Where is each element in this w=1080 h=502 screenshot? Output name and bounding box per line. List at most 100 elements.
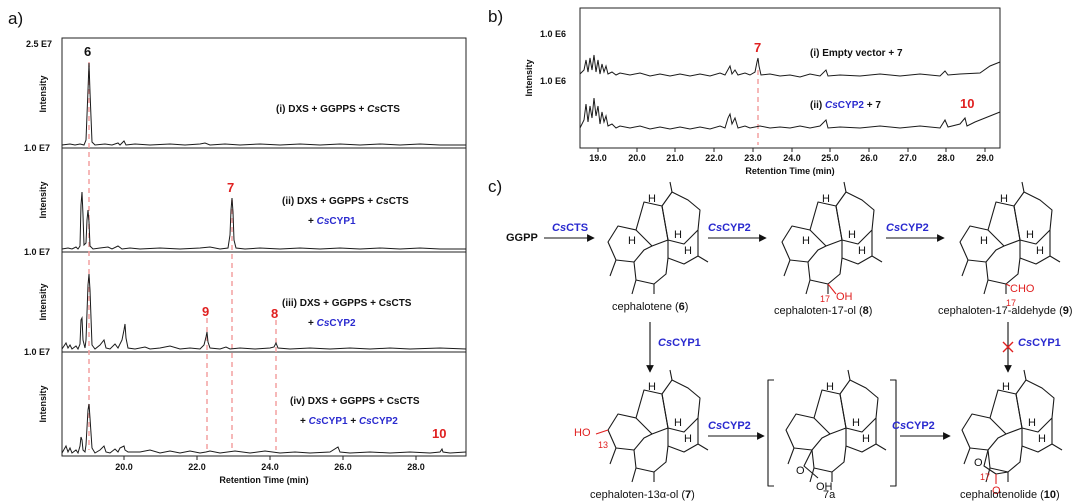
peak-label-7: 7	[227, 180, 234, 195]
svg-text:H: H	[858, 245, 866, 257]
panel-a-y-label: Intensity	[38, 181, 48, 218]
enzyme-cyp1-b: CsCYP1	[1018, 337, 1061, 349]
panel-a-scale: 1.0 E7	[24, 247, 50, 257]
trace-label-i: (i) DXS + GGPPS + CsCTS	[276, 104, 400, 115]
svg-text:17: 17	[1006, 298, 1016, 308]
trace-i	[61, 62, 466, 146]
trace-b-ii	[579, 97, 1001, 130]
x-tick-label-b: 25.0	[821, 153, 839, 163]
svg-text:H: H	[674, 229, 682, 241]
peak-label-6: 6	[84, 44, 91, 59]
svg-text:H: H	[684, 433, 692, 445]
svg-text:H: H	[628, 235, 636, 247]
x-tick-label-b: 20.0	[628, 153, 646, 163]
trace-label-iv: (iv) DXS + GGPPS + CsCTS	[290, 396, 420, 407]
structure-7: H H H HO 13	[574, 369, 709, 483]
svg-text:H: H	[648, 193, 656, 205]
trace-b-label-ii: (ii) CsCYP2 + 7	[810, 100, 881, 111]
structure-8: H H H H 17 OH	[781, 181, 883, 304]
panel-b-chromatograms: 1.0 E6 1.0 E6 Intensity 7 10 (i) Empty v…	[524, 7, 1001, 176]
compound-name-7a: 7a	[823, 489, 836, 501]
panel-b-y-label: Intensity	[524, 59, 534, 96]
panel-a-x-ticks	[123, 456, 417, 460]
svg-text:CHO: CHO	[1010, 283, 1035, 295]
svg-text:OH: OH	[816, 481, 833, 493]
svg-text:H: H	[852, 417, 860, 429]
panel-b-label: b)	[488, 7, 503, 26]
ggpp-label: GGPP	[506, 232, 538, 244]
trace-label-ii: (ii) DXS + GGPPS + CsCTS	[282, 196, 409, 207]
peak-label-8: 8	[271, 306, 278, 321]
svg-text:H: H	[1036, 245, 1044, 257]
x-tick-label: 22.0	[188, 462, 206, 472]
structure-7a: H H H O OH	[785, 369, 887, 493]
x-tick-label: 28.0	[407, 462, 425, 472]
svg-text:H: H	[862, 433, 870, 445]
structure-6: H H H H	[607, 181, 709, 295]
svg-text:H: H	[980, 235, 988, 247]
trace-label-ii-line2: + CsCYP1	[308, 216, 356, 227]
svg-text:17: 17	[980, 472, 990, 482]
svg-text:H: H	[684, 245, 692, 257]
peak-label-10b: 10	[960, 96, 974, 111]
panel-b-x-ticks	[597, 148, 986, 152]
panel-a-label: a)	[8, 9, 23, 28]
x-tick-label-b: 27.0	[899, 153, 917, 163]
panel-b-frame	[579, 7, 1001, 149]
svg-text:H: H	[802, 235, 810, 247]
compound-name-10: cephalotenolide (10)	[960, 489, 1060, 501]
compound-name-9: cephaloten-17-aldehyde (9)	[938, 305, 1073, 317]
svg-text:O: O	[796, 465, 805, 477]
x-tick-label: 24.0	[261, 462, 279, 472]
enzyme-cyp2-b: CsCYP2	[886, 222, 929, 234]
x-tick-label-b: 29.0	[976, 153, 994, 163]
panel-b-scale: 1.0 E6	[540, 76, 566, 86]
enzyme-cts: CsCTS	[552, 222, 588, 234]
trace-label-iv-line2: + CsCYP1 + CsCYP2	[300, 416, 398, 427]
x-tick-label: 26.0	[334, 462, 352, 472]
panel-b-x-label: Retention Time (min)	[745, 166, 834, 176]
svg-text:H: H	[1002, 381, 1010, 393]
compound-name-7: cephaloten-13α-ol (7)	[590, 489, 695, 501]
peak-label-9: 9	[202, 304, 209, 319]
compound-name-6: cephalotene (6)	[612, 301, 688, 313]
peak-label-10: 10	[432, 426, 446, 441]
svg-text:OH: OH	[836, 291, 853, 303]
svg-text:O: O	[974, 457, 983, 469]
x-tick-label-b: 26.0	[860, 153, 878, 163]
panel-a-frame	[61, 37, 467, 457]
panel-a-y-label: Intensity	[38, 385, 48, 422]
panel-a-scale-top: 2.5 E7	[26, 39, 52, 49]
structure-10: H H H O O 17	[961, 369, 1063, 497]
svg-text:H: H	[1000, 193, 1008, 205]
svg-text:17: 17	[820, 294, 830, 304]
compound-name-8: cephaloten-17-ol (8)	[774, 305, 872, 317]
x-tick-label-b: 23.0	[744, 153, 762, 163]
svg-text:HO: HO	[574, 427, 591, 439]
blocked-x-icon	[1002, 341, 1014, 353]
trace-label-iii: (iii) DXS + GGPPS + CsCTS	[282, 298, 412, 309]
panel-a-scale: 1.0 E7	[24, 143, 50, 153]
x-tick-label-b: 22.0	[705, 153, 723, 163]
panel-a-y-label: Intensity	[38, 283, 48, 320]
svg-text:H: H	[1038, 433, 1046, 445]
svg-text:H: H	[848, 229, 856, 241]
trace-b-i	[579, 54, 1001, 78]
panel-a-x-label: Retention Time (min)	[219, 475, 308, 485]
svg-text:H: H	[1028, 417, 1036, 429]
trace-ii	[61, 191, 466, 250]
svg-text:H: H	[826, 381, 834, 393]
enzyme-cyp2-d: CsCYP2	[892, 420, 935, 432]
svg-text:H: H	[674, 417, 682, 429]
trace-iv	[61, 403, 467, 455]
structure-9: H H H H CHO 17	[959, 181, 1061, 308]
x-tick-label-b: 19.0	[589, 153, 607, 163]
svg-text:O: O	[992, 485, 1001, 497]
trace-label-iii-line2: + CsCYP2	[308, 318, 356, 329]
panel-a-y-label: Intensity	[38, 75, 48, 112]
reaction-scheme: GGPP CsCTS H H H H cephalotene (6) CsCYP…	[506, 181, 1073, 501]
enzyme-cyp2-a: CsCYP2	[708, 222, 751, 234]
svg-text:13: 13	[598, 440, 608, 450]
svg-text:H: H	[822, 193, 830, 205]
svg-text:H: H	[1026, 229, 1034, 241]
